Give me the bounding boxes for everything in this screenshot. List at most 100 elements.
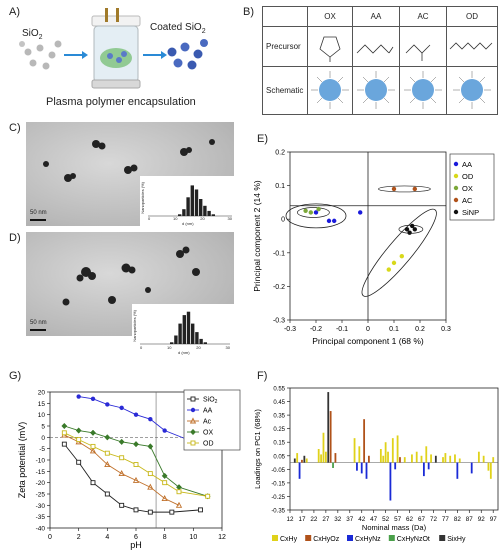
loadings-legend-marker-cxhynz: [347, 535, 353, 541]
panel-e-label: E): [257, 133, 268, 145]
zeta-point-od: [104, 450, 110, 456]
loadings-xtick-label: 37: [346, 516, 354, 523]
loadings-xtick-label: 27: [322, 516, 330, 523]
loadings-bar: [415, 451, 418, 463]
zeta-ytick-label: 20: [38, 390, 46, 397]
zeta-legend-label-ox: OX: [203, 430, 213, 437]
pca-ytick-label: -0.2: [273, 284, 285, 291]
zeta-legend-marker-sio: [190, 396, 196, 402]
zeta-point-ox: [147, 443, 154, 450]
pca-ytick-label: -0.3: [273, 318, 285, 325]
loadings-bar: [329, 411, 332, 463]
zeta-legend-label-aa: AA: [203, 408, 213, 415]
loadings-bar: [470, 462, 473, 474]
scale-label-d: 50 nm: [30, 320, 47, 326]
loadings-xtick-label: 67: [418, 516, 426, 523]
zeta-xtick-label: 10: [189, 534, 197, 541]
zeta-point-ac: [161, 494, 168, 501]
col-od: OD: [446, 6, 498, 27]
loadings-bar: [456, 462, 459, 479]
hist-bar: [211, 214, 215, 216]
loadings-bar: [320, 454, 322, 463]
zeta-point-od: [133, 462, 139, 467]
zeta-ytick-label: -10: [36, 458, 46, 465]
zeta-point-sio: [147, 509, 153, 515]
loadings-legend-marker-cxhynzot: [388, 535, 395, 541]
panel-a-label: A): [9, 6, 20, 18]
zeta-xlabel: pH: [130, 540, 142, 550]
panel-a-caption: Plasma polymer encapsulation: [46, 96, 196, 108]
loadings-bar: [327, 392, 330, 463]
loadings-bar: [305, 458, 308, 463]
zeta-line-aa: [78, 396, 194, 443]
hist-bar: [203, 205, 207, 216]
zeta-point-ox: [61, 422, 68, 430]
pca-xtick-label: -0.1: [336, 326, 348, 333]
loadings-ytick-label: -0.35: [271, 509, 285, 515]
hist-bar: [178, 214, 182, 216]
loadings-xtick-label: 52: [382, 516, 390, 523]
loadings-bar: [296, 453, 299, 463]
pca-point-aa: [313, 210, 319, 215]
loadings-bar: [420, 455, 423, 463]
zeta-point-od: [147, 471, 153, 477]
zeta-ytick-label: -35: [36, 514, 46, 521]
hist-bar: [191, 323, 195, 344]
pca-point-aa: [326, 218, 332, 224]
zeta-xtick-label: 12: [218, 534, 226, 541]
loadings-legend-marker-cxhyoz: [305, 535, 312, 541]
loadings-legend-marker-sixhy: [439, 535, 446, 541]
pca-xtick-label: -0.2: [310, 326, 322, 333]
pca-legend-label-sinp: SiNP: [462, 208, 479, 217]
pca-ellipse-ox: [297, 207, 330, 218]
loadings-bar: [334, 453, 337, 463]
row-schematic: Schematic: [262, 66, 308, 115]
loadings-ytick-label: 0.05: [273, 454, 285, 460]
pca-xtick-label: -0.3: [284, 326, 296, 333]
pca-point-sinp: [410, 223, 415, 229]
zeta-point-ox: [104, 434, 111, 441]
loadings-bar: [317, 449, 320, 463]
loadings-ytick-label: 0.25: [273, 427, 285, 433]
pca-ytick-label: 0: [281, 217, 285, 224]
loadings-bar: [487, 462, 490, 471]
zeta-ylabel: Zeta potential (mV): [17, 422, 27, 499]
loadings-bar: [482, 455, 485, 463]
pca-point-ac: [391, 186, 397, 192]
loadings-xtick-label: 77: [442, 516, 450, 523]
pca-ylabel: Principal component 2 (14 %): [252, 180, 262, 292]
hist-bar: [199, 199, 203, 216]
pca-xlabel: Principal component 1 (68 %): [312, 336, 424, 346]
loadings-bar: [303, 455, 306, 463]
coated-sio2-label: Coated SiO2: [150, 22, 206, 35]
aa-structure: [352, 26, 400, 67]
pca-point-aa: [332, 218, 337, 224]
zeta-point-sio: [61, 441, 67, 447]
pca-point-od: [391, 260, 397, 266]
pca-point-ox: [303, 208, 308, 213]
hist-bar: [195, 332, 199, 344]
loadings-legend-marker-cxhy: [272, 535, 278, 541]
loadings-bar: [444, 453, 447, 463]
loadings-ytick-label: 0.35: [273, 414, 285, 420]
pca-chart: -0.3 -0.2 -0.1 0 0.1 0.2 0.3 -0.3 -0.2 -0.1 0 0.1 0.…: [252, 150, 495, 346]
loadings-bar: [301, 459, 303, 463]
loadings-xtick-label: 87: [466, 516, 474, 523]
loadings-xtick-label: 22: [310, 516, 318, 523]
zeta-point-aa: [133, 412, 139, 417]
histogram-c: [148, 185, 232, 217]
zeta-ytick-label: -15: [36, 469, 46, 476]
loadings-bar: [454, 454, 456, 463]
loadings-ytick-label: -0.25: [271, 495, 285, 501]
loadings-legend-label-sixhy: SixHy: [447, 536, 466, 543]
loadings-bar: [396, 435, 399, 463]
zeta-ytick-label: 0: [41, 435, 45, 442]
zeta-xtick-label: 6: [134, 534, 138, 541]
zeta-xtick-label: 2: [77, 534, 81, 541]
histogram-d: [140, 311, 230, 345]
loadings-bar: [387, 451, 389, 463]
zeta-point-od: [61, 430, 67, 436]
bare-nanoparticles: [19, 40, 62, 70]
loadings-legend-label-cxhynzot: CxHyNzOt: [397, 536, 430, 543]
loadings-bar: [356, 462, 358, 471]
